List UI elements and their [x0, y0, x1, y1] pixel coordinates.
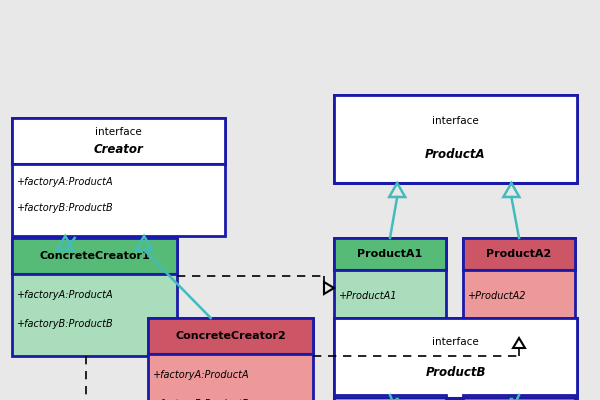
- Text: +ProductA2: +ProductA2: [468, 292, 527, 302]
- Text: interface: interface: [95, 127, 142, 137]
- Bar: [334, 395, 446, 400]
- Text: ProductA1: ProductA1: [358, 249, 422, 259]
- Bar: [12, 238, 177, 356]
- Bar: [463, 395, 575, 400]
- Text: +factoryA:ProductA: +factoryA:ProductA: [17, 290, 113, 300]
- Text: +factoryB:ProductB: +factoryB:ProductB: [17, 319, 114, 329]
- Bar: [334, 95, 577, 183]
- Text: Creator: Creator: [94, 143, 143, 156]
- Bar: [12, 118, 225, 164]
- Text: ConcreteCreator1: ConcreteCreator1: [39, 251, 150, 261]
- Bar: [12, 238, 177, 274]
- Bar: [463, 238, 575, 270]
- Bar: [334, 318, 577, 398]
- Text: ProductA: ProductA: [425, 148, 486, 161]
- Text: +factoryB:ProductB: +factoryB:ProductB: [17, 203, 114, 213]
- Bar: [334, 238, 446, 270]
- Bar: [148, 318, 313, 354]
- Text: interface: interface: [432, 116, 479, 126]
- Text: ConcreteCreator2: ConcreteCreator2: [175, 331, 286, 341]
- Text: ProductB: ProductB: [425, 366, 486, 379]
- Text: +factoryA:ProductA: +factoryA:ProductA: [17, 177, 113, 187]
- Text: +factoryB:ProductB: +factoryB:ProductB: [153, 399, 250, 400]
- Text: +factoryA:ProductA: +factoryA:ProductA: [153, 370, 250, 380]
- Bar: [463, 395, 575, 400]
- Bar: [334, 95, 577, 183]
- Text: ProductA2: ProductA2: [487, 249, 551, 259]
- Bar: [148, 318, 313, 400]
- Bar: [334, 395, 446, 400]
- Text: interface: interface: [432, 337, 479, 347]
- Bar: [334, 318, 577, 398]
- Bar: [334, 238, 446, 338]
- Bar: [463, 238, 575, 338]
- Text: +ProductA1: +ProductA1: [339, 292, 398, 302]
- Bar: [12, 118, 225, 236]
